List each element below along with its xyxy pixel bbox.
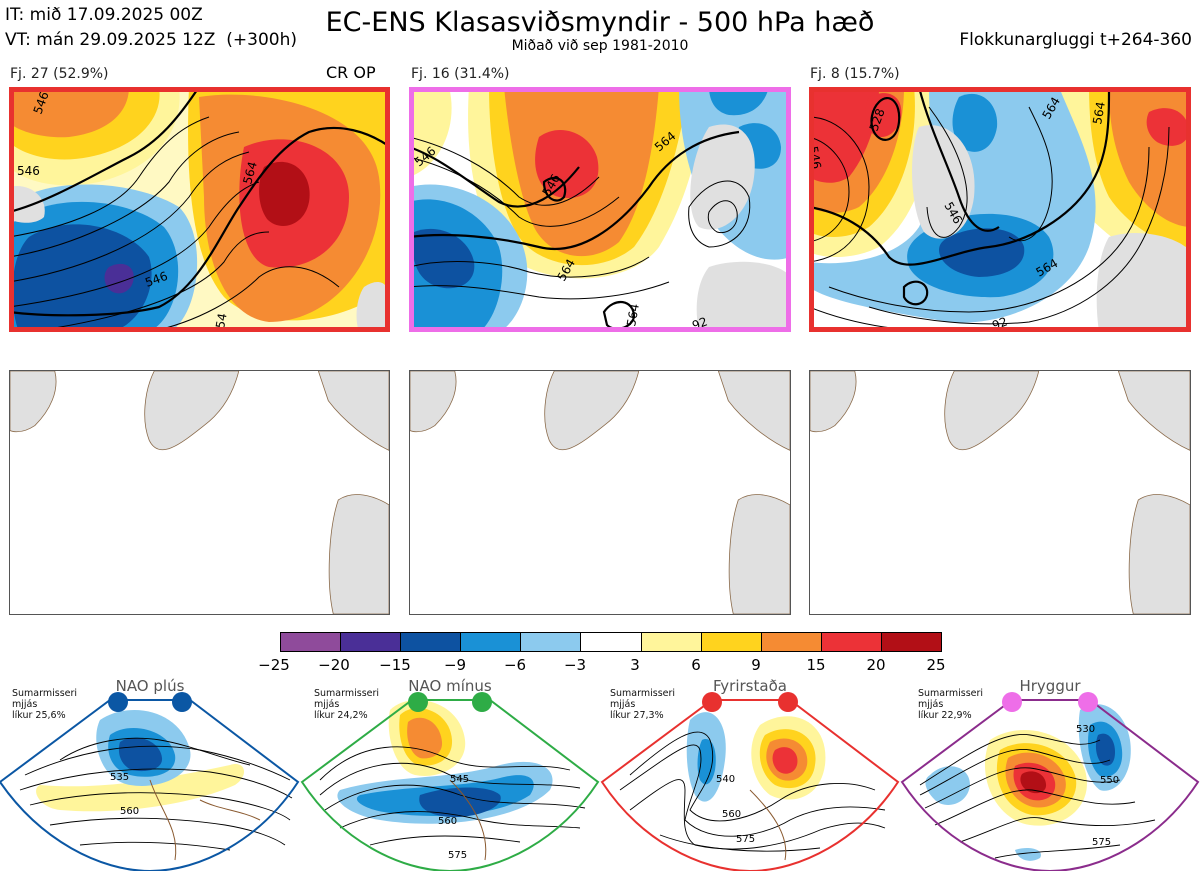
colorbar-swatch [341,633,402,651]
regime-3-note: Sumarmisseri mjjás líkur 27,3% [610,688,676,721]
regime-1-note: Sumarmisseri mjjás líkur 25,6% [12,688,78,721]
regime-nao-plus: 535 560 NAO plús Sumarmisseri mjjás líkur … [0,677,300,871]
colorbar-swatch [521,633,582,651]
valid-time: VT: mán 29.09.2025 12Z (+300h) [5,30,297,50]
regime-4-dot [1002,692,1022,712]
regime-3-title: Fyrirstaða [713,677,787,695]
regime-blocking: 540 560 575 Fyrirstaða Sumarmisseri mjjás… [600,677,900,871]
colorbar-swatch [761,633,822,651]
colorbar-tick: −3 [563,656,587,674]
cluster-1-border [9,87,390,332]
init-time: IT: mið 17.09.2025 00Z [5,5,203,25]
cluster-1-contour-label: 564 [240,160,259,186]
regime-4-contour-label: 530 [1076,724,1095,735]
regime-3-contour-label: 540 [716,774,735,785]
colorbar-tick: 3 [630,656,640,674]
colorbar-swatch [281,633,342,651]
cluster-1-label: Fj. 27 (52.9%) [10,66,109,82]
cluster-1-contour-label: 546 [17,164,40,178]
regime-3-dot [778,692,798,712]
regime-1-title: NAO plús [115,677,185,695]
cluster-2-border [409,87,791,332]
colorbar [280,632,942,652]
colorbar-swatch [881,633,942,651]
colorbar-tick: −25 [258,656,290,674]
cluster-2-label: Fj. 16 (31.4%) [411,66,510,82]
regime-4-title: Hryggur [1019,677,1081,695]
regime-4-dot [1078,692,1098,712]
colorbar-tick: 25 [926,656,946,674]
cluster-2-map: 546 546 564 564 564 92 [409,87,791,332]
regime-4-contour-label: 575 [1092,837,1111,848]
regime-1-dot [108,692,128,712]
regime-4-contour-label: 550 [1100,775,1119,786]
regime-nao-minus: 545 560 575 NAO mínus Sumarmisseri mjjás l… [300,677,600,871]
cluster-1-contour-label: 54 [213,312,229,329]
classification-window: Flokkunargluggi t+264-360 [959,30,1192,50]
regime-4-note: Sumarmisseri mjjás líkur 22,9% [918,688,984,721]
colorbar-swatch [641,633,702,651]
blank-map-2 [409,370,791,615]
colorbar-tick: −15 [379,656,411,674]
cluster-2-contour-label: 564 [624,303,642,328]
colorbar-tick: 20 [866,656,886,674]
colorbar-tick: 15 [806,656,826,674]
colorbar-swatch [401,633,462,651]
page-subtitle: Miðað við sep 1981-2010 [511,38,689,54]
regime-ridge: 530 550 575 Hryggur Sumarmisseri mjjás lík… [900,677,1200,871]
regime-2-dot [472,692,492,712]
cluster-1-tag: CR OP [326,63,376,82]
colorbar-swatch [821,633,882,651]
regime-2-note: Sumarmisseri mjjás líkur 24,2% [314,688,380,721]
regime-3-contour-label: 575 [736,834,755,845]
regime-1-dot [172,692,192,712]
cluster-3-contour-label: 564 [1090,101,1108,126]
regime-1-contour-label: 560 [120,806,139,817]
cluster-3-label: Fj. 8 (15.7%) [810,66,900,82]
colorbar-tick: −9 [443,656,467,674]
colorbar-swatch [701,633,762,651]
blank-map-3 [809,370,1191,615]
colorbar-swatch [581,633,642,651]
colorbar-tick: −6 [503,656,527,674]
colorbar-tick: 9 [751,656,761,674]
regime-2-contour-label: 575 [448,850,467,861]
cluster-1-map: 546 546 564 546 54 [9,87,390,332]
regime-2-contour-label: 545 [450,774,469,785]
blank-map-1 [9,370,390,615]
regime-1-contour-label: 535 [110,772,129,783]
regime-2-dot [408,692,428,712]
cluster-3-border [809,87,1191,332]
regime-3-contour-label: 560 [722,809,741,820]
regime-2-title: NAO mínus [408,677,492,695]
colorbar-swatch [461,633,522,651]
regime-2-contour-label: 560 [438,816,457,827]
cluster-3-map: 528 546 564 546 564 564 92 [809,87,1191,332]
colorbar-tick: 6 [691,656,701,674]
colorbar-tick: −20 [318,656,350,674]
regime-3-dot [702,692,722,712]
page-title: EC-ENS Klasasviðsmyndir - 500 hPa hæð [325,7,875,38]
